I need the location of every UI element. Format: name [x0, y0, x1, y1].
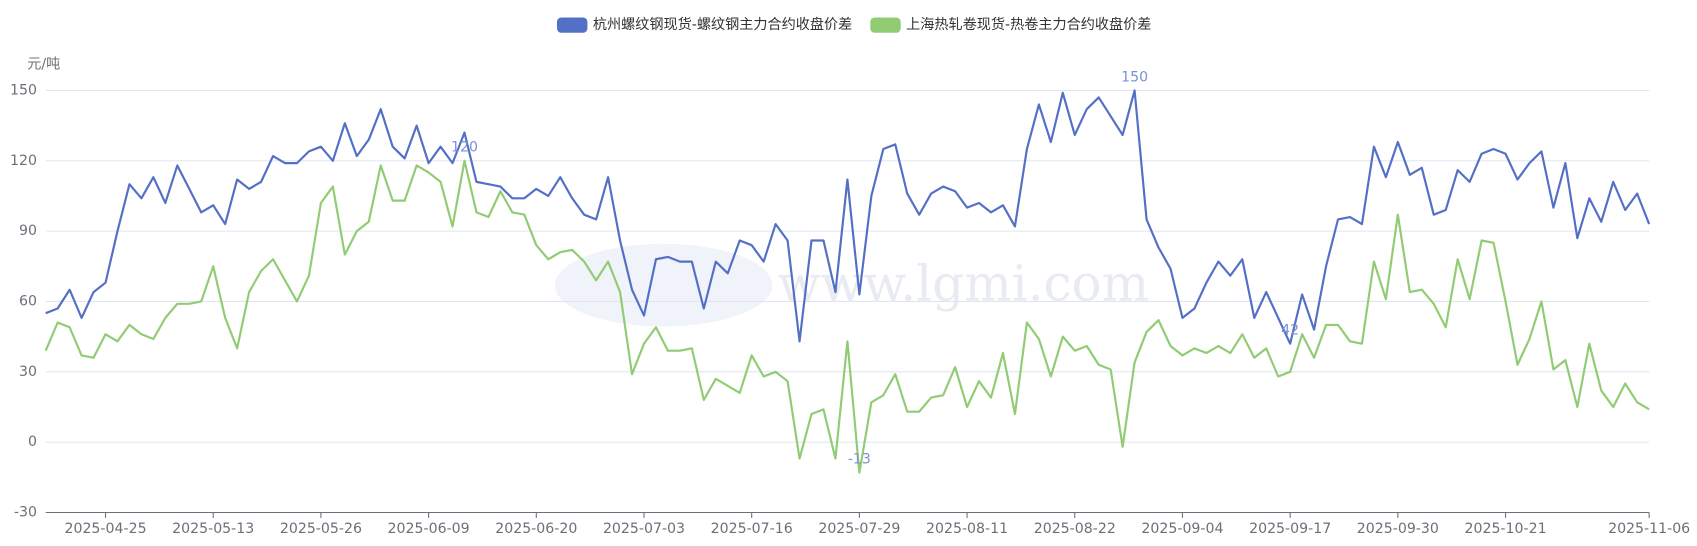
y-axis-unit: 元/吨 — [27, 56, 60, 72]
legend-swatch — [870, 17, 901, 33]
series-line — [45, 89, 1651, 345]
watermark: www.lgmi.com — [778, 254, 1149, 312]
y-tick-label: 60 — [19, 293, 37, 309]
legend-label: 上海热轧卷现货-热卷主力合约收盘价差 — [906, 16, 1151, 33]
legend-label: 杭州螺纹钢现货-螺纹钢主力合约收盘价差 — [593, 16, 852, 33]
x-tick-label: 2025-08-11 — [926, 521, 1008, 537]
x-tick-label: 2025-09-04 — [1141, 521, 1223, 537]
x-tick-label: 2025-05-26 — [280, 521, 362, 537]
x-tick-label: 2025-04-25 — [64, 521, 146, 537]
mark-point-label: 42 — [1281, 323, 1299, 339]
y-tick-label: 150 — [10, 82, 37, 98]
x-tick-label: 2025-07-16 — [711, 521, 793, 537]
y-tick-label: 30 — [19, 364, 37, 380]
legend-swatch — [556, 17, 588, 33]
y-tick-label: 120 — [10, 153, 37, 169]
x-tick-label: 2025-06-20 — [495, 521, 577, 537]
x-tick-label: 2025-05-13 — [172, 521, 254, 537]
series-line — [44, 159, 1650, 474]
x-tick-label: 2025-09-17 — [1249, 521, 1331, 537]
y-tick-label: 0 — [28, 434, 37, 450]
mark-point-label: 150 — [1121, 69, 1148, 85]
x-tick-label: 2025-09-30 — [1357, 521, 1439, 537]
mark-point-label: -13 — [848, 452, 871, 468]
x-tick-label: 2025-07-29 — [818, 521, 900, 537]
x-tick-label: 2025-06-09 — [388, 521, 470, 537]
x-tick-label: 2025-07-03 — [603, 521, 685, 537]
watermark-logo — [554, 243, 773, 327]
mark-point-label: 120 — [451, 140, 478, 156]
x-tick-label: 2025-08-22 — [1034, 521, 1116, 537]
x-tick-label: 2025-11-06 — [1608, 521, 1690, 537]
y-tick-label: 90 — [19, 223, 37, 239]
y-tick-label: -30 — [14, 504, 37, 520]
x-tick-label: 2025-10-21 — [1464, 521, 1546, 537]
